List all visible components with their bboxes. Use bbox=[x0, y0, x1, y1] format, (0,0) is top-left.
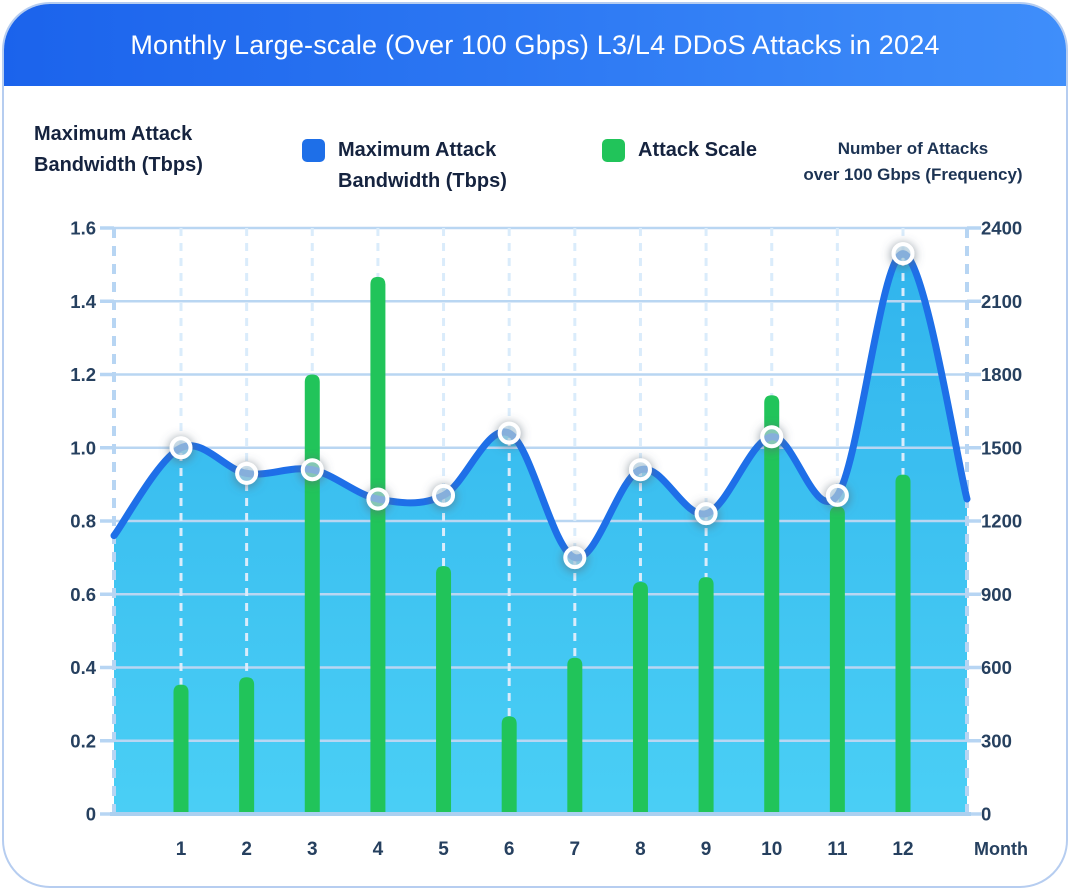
line-marker-month-3 bbox=[300, 458, 324, 482]
legend-item-bandwidth: Maximum Attack Bandwidth (Tbps) bbox=[302, 135, 554, 197]
bar-month-8 bbox=[632, 582, 648, 814]
right-axis-title-line1: Number of Attacks bbox=[837, 139, 989, 158]
y-right-tick-label: 300 bbox=[981, 730, 1012, 751]
legend-item-attack-scale: Attack Scale bbox=[602, 135, 757, 166]
y-right-tick-label: 1500 bbox=[981, 437, 1022, 458]
chart-title: Monthly Large-scale (Over 100 Gbps) L3/L… bbox=[130, 30, 940, 60]
bandwidth-area bbox=[114, 253, 967, 815]
line-marker-month-10 bbox=[760, 425, 784, 449]
x-tick-label-9: 9 bbox=[701, 839, 712, 860]
line-marker-month-2 bbox=[235, 461, 259, 485]
y-left-tick-label: 0.8 bbox=[70, 511, 96, 532]
left-axis-title: Maximum Attack Bandwidth (Tbps) bbox=[34, 123, 203, 176]
y-left-tick-label: 0.2 bbox=[70, 730, 96, 751]
x-tick-label-4: 4 bbox=[373, 839, 384, 860]
x-tick-label-3: 3 bbox=[307, 839, 318, 860]
combo-chart: 1.61.41.21.00.80.60.40.20240021001800150… bbox=[70, 218, 1028, 861]
y-right-tick-label: 0 bbox=[981, 804, 991, 825]
line-marker-month-4 bbox=[366, 487, 390, 511]
bandwidth-legend-label: Maximum Attack Bandwidth (Tbps) bbox=[338, 139, 507, 192]
y-right-tick-label: 900 bbox=[981, 584, 1012, 605]
bar-month-10 bbox=[764, 395, 780, 814]
x-tick-label-6: 6 bbox=[504, 839, 515, 860]
y-left-tick-label: 1.6 bbox=[70, 218, 96, 239]
y-left-tick-label: 1.4 bbox=[70, 291, 96, 312]
x-tick-label-1: 1 bbox=[176, 839, 187, 860]
bar-month-6 bbox=[501, 716, 517, 814]
bar-month-2 bbox=[239, 677, 255, 814]
y-left-tick-label: 0.4 bbox=[70, 657, 96, 678]
y-left-tick-label: 0.6 bbox=[70, 584, 96, 605]
y-left-tick-label: 0 bbox=[86, 804, 96, 825]
y-right-tick-label: 1200 bbox=[981, 511, 1022, 532]
x-tick-label-10: 10 bbox=[761, 839, 782, 860]
bar-month-5 bbox=[436, 566, 452, 814]
line-marker-month-7 bbox=[563, 546, 587, 570]
x-tick-label-2: 2 bbox=[241, 839, 252, 860]
y-right-tick-label: 2400 bbox=[981, 218, 1022, 239]
bar-month-4 bbox=[370, 276, 386, 814]
bar-month-12 bbox=[895, 474, 911, 814]
x-tick-label-7: 7 bbox=[570, 839, 581, 860]
x-axis-label: Month bbox=[974, 839, 1028, 859]
line-marker-month-5 bbox=[432, 483, 456, 507]
bandwidth-legend-swatch bbox=[302, 139, 325, 162]
y-right-tick-label: 2100 bbox=[981, 291, 1022, 312]
bar-month-1 bbox=[173, 684, 189, 814]
bandwidth-line bbox=[110, 250, 971, 562]
legend: Maximum Attack Bandwidth (Tbps) Attack S… bbox=[302, 135, 757, 197]
attack-scale-legend-label: Attack Scale bbox=[638, 139, 757, 161]
attack-scale-legend-swatch bbox=[602, 139, 625, 162]
y-left-tick-label: 1.0 bbox=[70, 437, 96, 458]
bar-month-7 bbox=[567, 657, 583, 814]
line-marker-month-8 bbox=[628, 458, 652, 482]
line-marker-month-6 bbox=[497, 421, 521, 445]
x-tick-label-12: 12 bbox=[892, 839, 913, 860]
bar-month-11 bbox=[829, 506, 845, 814]
y-right-tick-label: 600 bbox=[981, 657, 1012, 678]
line-marker-month-11 bbox=[825, 483, 849, 507]
x-tick-label-11: 11 bbox=[827, 839, 848, 860]
bar-month-3 bbox=[304, 374, 320, 814]
line-marker-month-9 bbox=[694, 502, 718, 526]
bar-month-9 bbox=[698, 577, 714, 814]
line-marker-month-1 bbox=[169, 436, 193, 460]
y-right-tick-label: 1800 bbox=[981, 364, 1022, 385]
x-tick-label-5: 5 bbox=[438, 839, 449, 860]
chart-header: Monthly Large-scale (Over 100 Gbps) L3/L… bbox=[4, 4, 1066, 86]
y-left-tick-label: 1.2 bbox=[70, 364, 96, 385]
right-axis-title: Number of Attacks over 100 Gbps (Frequen… bbox=[774, 136, 1052, 188]
right-axis-title-line2: over 100 Gbps (Frequency) bbox=[803, 165, 1023, 184]
line-marker-month-12 bbox=[891, 242, 915, 266]
x-tick-label-8: 8 bbox=[635, 839, 646, 860]
